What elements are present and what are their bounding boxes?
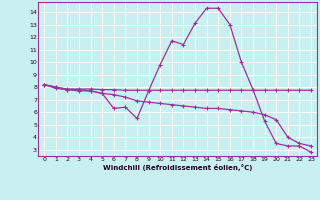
X-axis label: Windchill (Refroidissement éolien,°C): Windchill (Refroidissement éolien,°C) bbox=[103, 164, 252, 171]
